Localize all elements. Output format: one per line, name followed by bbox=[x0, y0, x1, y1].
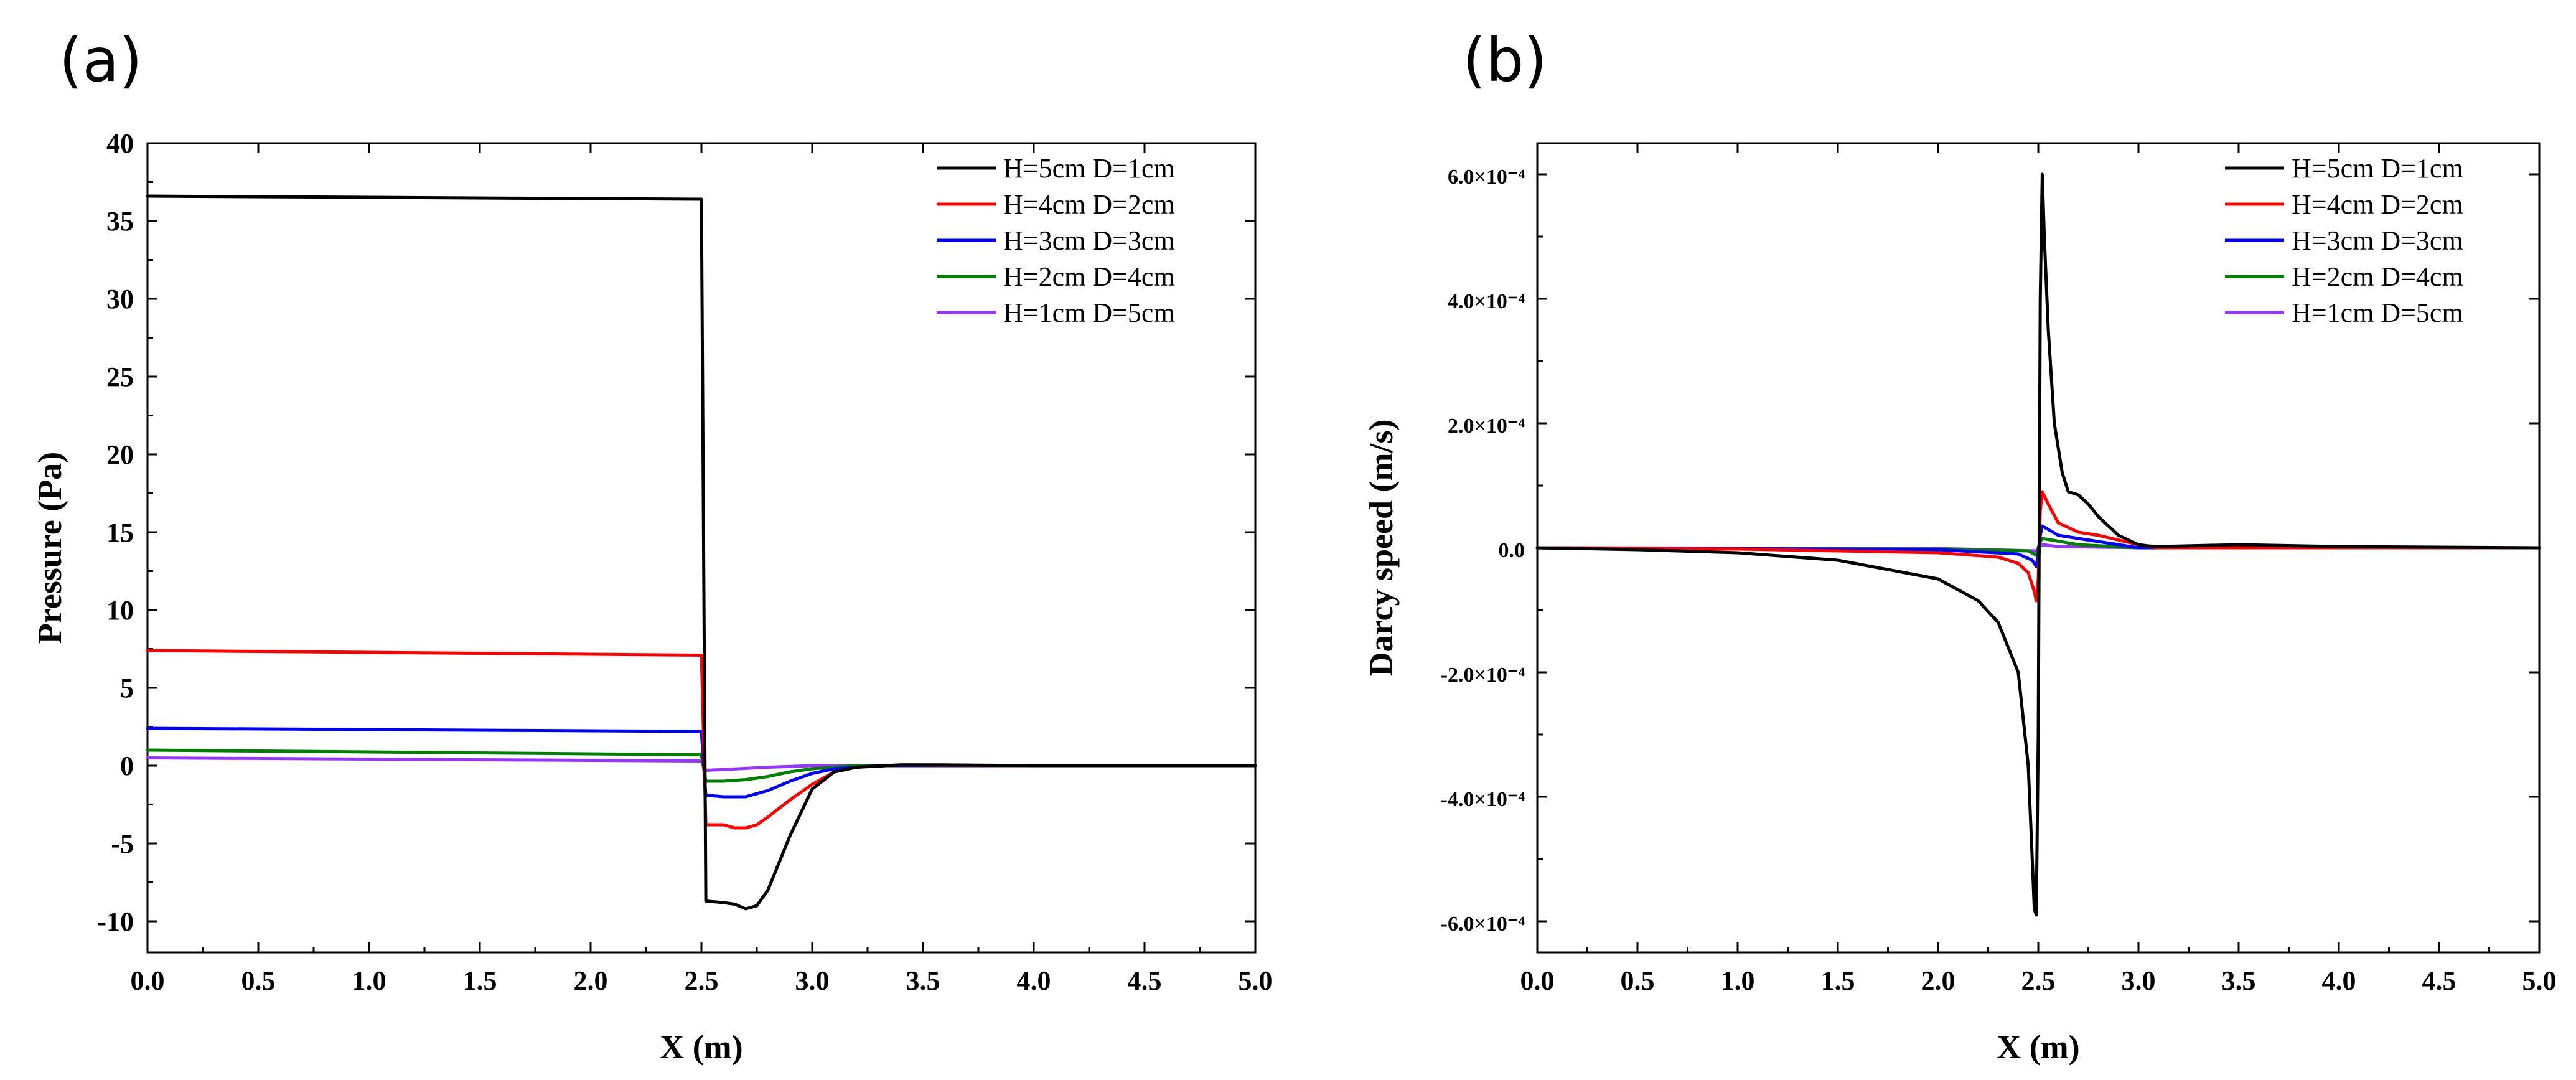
x-tick-label: 4.5 bbox=[1128, 965, 1162, 996]
x-tick-label: 3.0 bbox=[2122, 965, 2156, 996]
x-tick-label: 5.0 bbox=[2522, 965, 2557, 996]
x-tick-label: 2.0 bbox=[1921, 965, 1955, 996]
legend-entry: H=1cm D=5cm bbox=[1003, 298, 1175, 328]
x-tick-label: 0.5 bbox=[1621, 965, 1655, 996]
x-tick-label: 1.5 bbox=[463, 965, 497, 996]
series-line-h-5cm-d-1cm bbox=[1535, 172, 2541, 917]
panel-a-y-axis: -10 -5 0 5 10 15 20 25 30 35 40 bbox=[97, 128, 1255, 937]
y-tick-label: 5 bbox=[120, 673, 134, 703]
y-tick-label: -5 bbox=[111, 829, 134, 859]
x-tick-label: 3.5 bbox=[906, 965, 940, 996]
y-tick-label: -10 bbox=[97, 906, 134, 937]
panel-b-label: (b) bbox=[1463, 26, 1547, 95]
y-tick-label: -6.0×10⁻⁴ bbox=[1441, 913, 1525, 936]
panel-a-legend: H=5cm D=1cm H=4cm D=2cm H=3cm D=3cm H=2cm D… bbox=[937, 153, 1175, 328]
legend-entry: H=2cm D=4cm bbox=[2292, 261, 2463, 292]
panel-b-x-axis: 0.0 0.5 1.0 1.5 2.0 2.5 3.0 3.5 4.0 4.5 5.0 bbox=[1520, 143, 2557, 996]
y-tick-label: 0 bbox=[120, 751, 134, 781]
y-tick-label: 4.0×10⁻⁴ bbox=[1448, 290, 1525, 313]
x-tick-label: 1.5 bbox=[1821, 965, 1855, 996]
x-tick-label: 0.0 bbox=[131, 965, 165, 996]
series-line-h-5cm-d-1cm bbox=[146, 194, 1257, 911]
legend-entry: H=2cm D=4cm bbox=[1003, 261, 1175, 292]
legend-entry: H=4cm D=2cm bbox=[1003, 189, 1175, 220]
y-tick-label: 0.0 bbox=[1499, 539, 1525, 562]
panel-b-ylabel: Darcy speed (m/s) bbox=[1362, 420, 1400, 677]
y-tick-label: 30 bbox=[106, 284, 134, 314]
x-tick-label: 1.0 bbox=[1721, 965, 1755, 996]
y-tick-label: 20 bbox=[106, 439, 134, 470]
legend-entry: H=1cm D=5cm bbox=[2292, 298, 2463, 328]
panel-a-series bbox=[146, 194, 1257, 911]
panel-b: (b) 0.0 0.5 1.0 1.5 2.0 2.5 3.0 3.5 4.0 4.5 5.0 -6… bbox=[1362, 26, 2557, 1066]
panel-a-xlabel: X (m) bbox=[660, 1028, 742, 1066]
y-tick-label: 15 bbox=[106, 517, 134, 548]
legend-entry: H=5cm D=1cm bbox=[2292, 153, 2463, 184]
x-tick-label: 0.5 bbox=[241, 965, 276, 996]
legend-entry: H=3cm D=3cm bbox=[1003, 225, 1175, 256]
y-tick-label: -2.0×10⁻⁴ bbox=[1441, 664, 1525, 687]
x-tick-label: 3.0 bbox=[795, 965, 830, 996]
panel-b-legend: H=5cm D=1cm H=4cm D=2cm H=3cm D=3cm H=2cm D… bbox=[2225, 153, 2463, 328]
x-tick-label: 2.5 bbox=[685, 965, 719, 996]
y-tick-label: -4.0×10⁻⁴ bbox=[1441, 788, 1525, 811]
y-tick-label: 6.0×10⁻⁴ bbox=[1448, 166, 1525, 189]
y-tick-label: 40 bbox=[106, 128, 134, 159]
x-tick-label: 1.0 bbox=[352, 965, 386, 996]
panel-a-label: (a) bbox=[59, 26, 143, 95]
panel-b-xlabel: X (m) bbox=[1997, 1028, 2079, 1066]
y-tick-label: 25 bbox=[106, 362, 134, 392]
legend-entry: H=3cm D=3cm bbox=[2292, 225, 2463, 256]
x-tick-label: 2.0 bbox=[574, 965, 608, 996]
legend-entry: H=5cm D=1cm bbox=[1003, 153, 1175, 184]
panel-a-ylabel: Pressure (Pa) bbox=[31, 452, 68, 644]
panel-a: (a) 0.0 0.5 1.0 1.5 2.0 2.5 3.0 3.5 4.0 4.5 5.0 -1… bbox=[31, 26, 1273, 1066]
legend-entry: H=4cm D=2cm bbox=[2292, 189, 2463, 220]
x-tick-label: 0.0 bbox=[1520, 965, 1555, 996]
y-tick-label: 10 bbox=[106, 595, 134, 626]
x-tick-label: 5.0 bbox=[1239, 965, 1273, 996]
x-tick-label: 4.0 bbox=[2322, 965, 2356, 996]
x-tick-label: 2.5 bbox=[2021, 965, 2056, 996]
x-tick-label: 4.0 bbox=[1017, 965, 1051, 996]
panel-b-series bbox=[1535, 172, 2541, 917]
y-tick-label: 2.0×10⁻⁴ bbox=[1448, 415, 1525, 438]
x-tick-label: 4.5 bbox=[2422, 965, 2457, 996]
x-tick-label: 3.5 bbox=[2222, 965, 2256, 996]
panel-a-x-axis: 0.0 0.5 1.0 1.5 2.0 2.5 3.0 3.5 4.0 4.5 5.0 bbox=[131, 143, 1273, 996]
y-tick-label: 35 bbox=[106, 206, 134, 237]
